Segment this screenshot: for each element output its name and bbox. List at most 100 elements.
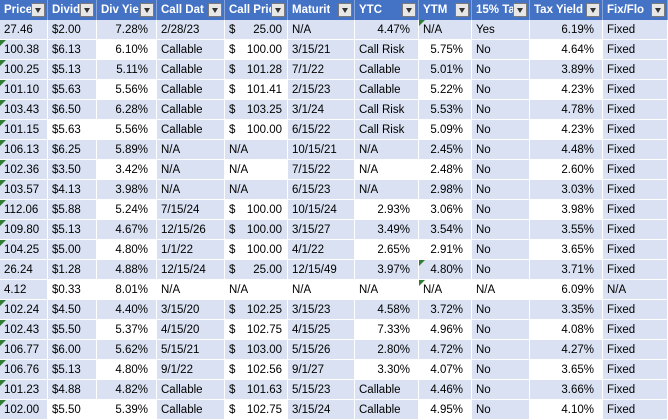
table-cell-ytm[interactable]: 2.48% — [419, 160, 472, 180]
table-cell-maturity[interactable]: 3/15/27 — [288, 220, 355, 240]
table-cell-div-yield[interactable]: 5.11% — [97, 60, 157, 80]
table-cell-ytm[interactable]: 2.91% — [419, 240, 472, 260]
table-cell-tax-15[interactable]: No — [472, 400, 530, 420]
table-cell-tax-yield[interactable]: 3.65% — [530, 360, 603, 380]
table-cell-maturity[interactable]: 4/15/25 — [288, 320, 355, 340]
table-cell-price[interactable]: 100.25 — [0, 60, 48, 80]
table-cell-price[interactable]: 101.23 — [0, 380, 48, 400]
table-cell-maturity[interactable]: 3/15/23 — [288, 300, 355, 320]
table-cell-tax-15[interactable]: No — [472, 200, 530, 220]
table-cell-tax-15[interactable]: Yes — [472, 20, 530, 40]
table-cell-fix-float[interactable]: Fixed — [603, 340, 668, 360]
table-cell-tax-yield[interactable]: 6.09% — [530, 280, 603, 300]
table-cell-call-price[interactable]: $25.00 — [225, 20, 288, 40]
table-cell-tax-yield[interactable]: 3.35% — [530, 300, 603, 320]
table-cell-ytm[interactable]: 2.98% — [419, 180, 472, 200]
table-cell-ytm[interactable]: 5.75% — [419, 40, 472, 60]
table-cell-tax-yield[interactable]: 4.78% — [530, 100, 603, 120]
table-cell-fix-float[interactable]: Fixed — [603, 400, 668, 420]
table-cell-ytm[interactable]: 3.06% — [419, 200, 472, 220]
table-cell-ytm[interactable]: 3.54% — [419, 220, 472, 240]
table-cell-ytc[interactable]: N/A — [355, 180, 419, 200]
table-cell-price[interactable]: 106.77 — [0, 340, 48, 360]
table-cell-ytc[interactable]: 4.58% — [355, 300, 419, 320]
table-cell-tax-15[interactable]: N/A — [472, 280, 530, 300]
table-cell-call-price[interactable]: $101.41 — [225, 80, 288, 100]
table-cell-tax-yield[interactable]: 3.65% — [530, 240, 603, 260]
table-cell-dividend[interactable]: $4.50 — [48, 300, 97, 320]
table-cell-tax-yield[interactable]: 6.19% — [530, 20, 603, 40]
table-cell-fix-float[interactable]: Fixed — [603, 240, 668, 260]
filter-dropdown-call-price[interactable] — [271, 3, 285, 17]
table-cell-dividend[interactable]: $5.13 — [48, 220, 97, 240]
table-cell-tax-15[interactable]: No — [472, 60, 530, 80]
table-cell-price[interactable]: 106.76 — [0, 360, 48, 380]
table-cell-maturity[interactable]: 7/1/22 — [288, 60, 355, 80]
table-cell-call-price[interactable]: $102.75 — [225, 320, 288, 340]
table-cell-dividend[interactable]: $6.50 — [48, 100, 97, 120]
table-cell-call-price[interactable]: $103.25 — [225, 100, 288, 120]
table-cell-div-yield[interactable]: 5.89% — [97, 140, 157, 160]
table-cell-tax-yield[interactable]: 4.23% — [530, 120, 603, 140]
table-cell-div-yield[interactable]: 8.01% — [97, 280, 157, 300]
table-cell-ytm[interactable]: N/A — [419, 20, 472, 40]
table-cell-dividend[interactable]: $6.13 — [48, 40, 97, 60]
table-cell-dividend[interactable]: $5.88 — [48, 200, 97, 220]
table-cell-call-price[interactable]: $102.56 — [225, 360, 288, 380]
table-cell-dividend[interactable]: $5.50 — [48, 320, 97, 340]
table-cell-tax-yield[interactable]: 4.08% — [530, 320, 603, 340]
table-cell-call-date[interactable]: Callable — [157, 400, 225, 420]
table-cell-tax-15[interactable]: No — [472, 220, 530, 240]
table-cell-div-yield[interactable]: 5.56% — [97, 120, 157, 140]
table-cell-dividend[interactable]: $2.00 — [48, 20, 97, 40]
table-cell-tax-15[interactable]: No — [472, 140, 530, 160]
table-cell-price[interactable]: 109.80 — [0, 220, 48, 240]
table-cell-ytm[interactable]: 4.07% — [419, 360, 472, 380]
table-cell-dividend[interactable]: $5.13 — [48, 360, 97, 380]
filter-dropdown-ytm[interactable] — [455, 3, 469, 17]
table-cell-ytc[interactable]: 3.97% — [355, 260, 419, 280]
table-cell-div-yield[interactable]: 4.80% — [97, 240, 157, 260]
table-cell-call-price[interactable]: N/A — [225, 160, 288, 180]
table-cell-ytm[interactable]: 2.45% — [419, 140, 472, 160]
table-cell-ytm[interactable]: 5.53% — [419, 100, 472, 120]
table-cell-fix-float[interactable]: Fixed — [603, 320, 668, 340]
table-cell-ytc[interactable]: Call Risk — [355, 100, 419, 120]
table-cell-call-price[interactable]: $101.28 — [225, 60, 288, 80]
table-cell-ytc[interactable]: N/A — [355, 160, 419, 180]
table-cell-tax-15[interactable]: No — [472, 360, 530, 380]
table-cell-call-date[interactable]: 12/15/26 — [157, 220, 225, 240]
table-cell-tax-15[interactable]: No — [472, 260, 530, 280]
table-cell-call-price[interactable]: $102.75 — [225, 400, 288, 420]
table-cell-dividend[interactable]: $5.63 — [48, 120, 97, 140]
table-cell-ytm[interactable]: 4.72% — [419, 340, 472, 360]
table-cell-call-date[interactable]: N/A — [157, 160, 225, 180]
table-cell-fix-float[interactable]: Fixed — [603, 160, 668, 180]
table-cell-tax-15[interactable]: No — [472, 340, 530, 360]
table-cell-call-date[interactable]: N/A — [157, 140, 225, 160]
filter-dropdown-tax-15[interactable] — [513, 3, 527, 17]
table-cell-ytc[interactable]: Callable — [355, 60, 419, 80]
table-cell-maturity[interactable]: 3/15/24 — [288, 400, 355, 420]
table-cell-price[interactable]: 103.57 — [0, 180, 48, 200]
table-cell-maturity[interactable]: N/A — [288, 280, 355, 300]
table-cell-tax-15[interactable]: No — [472, 120, 530, 140]
table-cell-maturity[interactable]: N/A — [288, 20, 355, 40]
table-cell-call-date[interactable]: Callable — [157, 120, 225, 140]
table-cell-maturity[interactable]: 3/1/24 — [288, 100, 355, 120]
table-cell-price[interactable]: 26.24 — [0, 260, 48, 280]
table-cell-call-date[interactable]: 1/1/22 — [157, 240, 225, 260]
table-cell-ytc[interactable]: Callable — [355, 80, 419, 100]
table-cell-tax-15[interactable]: No — [472, 40, 530, 60]
table-cell-dividend[interactable]: $1.28 — [48, 260, 97, 280]
filter-dropdown-call-date[interactable] — [208, 3, 222, 17]
table-cell-ytc[interactable]: 3.49% — [355, 220, 419, 240]
table-cell-price[interactable]: 102.36 — [0, 160, 48, 180]
table-cell-dividend[interactable]: $5.00 — [48, 240, 97, 260]
table-cell-div-yield[interactable]: 7.28% — [97, 20, 157, 40]
table-cell-call-price[interactable]: $102.25 — [225, 300, 288, 320]
table-cell-ytc[interactable]: 3.30% — [355, 360, 419, 380]
table-cell-dividend[interactable]: $5.50 — [48, 400, 97, 420]
filter-dropdown-fix-float[interactable] — [651, 3, 665, 17]
table-cell-div-yield[interactable]: 4.88% — [97, 260, 157, 280]
